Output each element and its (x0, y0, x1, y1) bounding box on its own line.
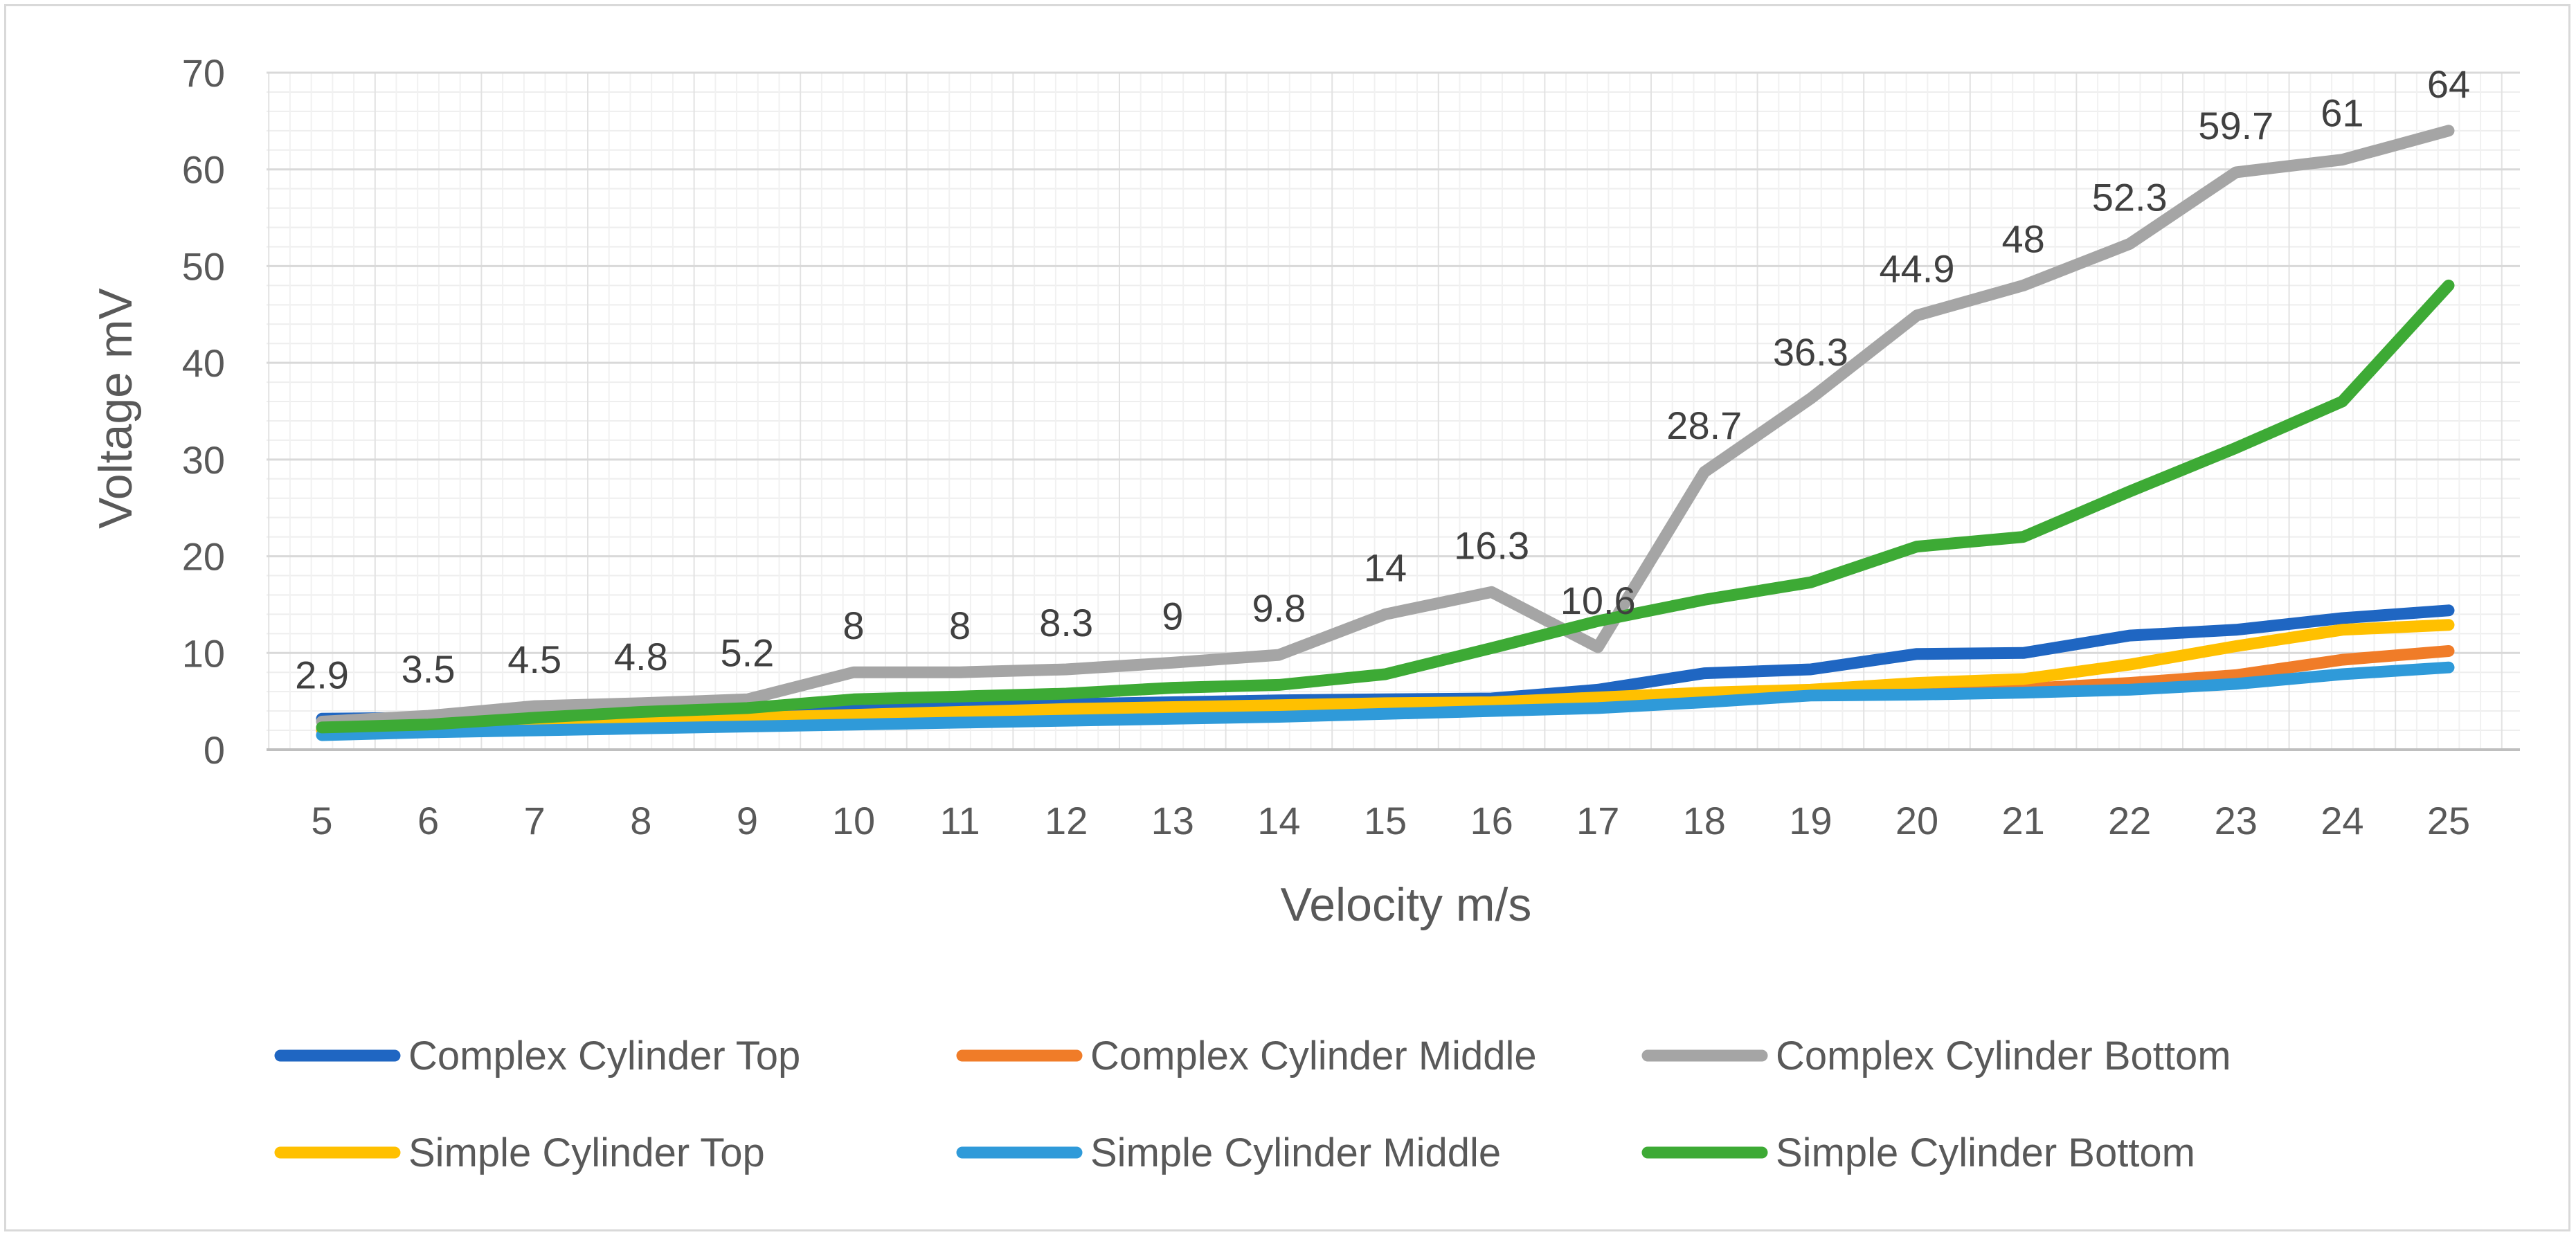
data-label: 64 (2427, 62, 2470, 106)
legend-item: Complex Cylinder Middle (956, 1033, 1537, 1078)
x-tick-label: 19 (1789, 799, 1832, 842)
x-tick-label: 17 (1576, 799, 1619, 842)
data-label: 5.2 (720, 631, 774, 674)
legend-label: Complex Cylinder Top (408, 1033, 800, 1078)
data-label: 2.9 (295, 653, 349, 696)
x-tick-label: 12 (1045, 799, 1088, 842)
data-label: 44.9 (1880, 247, 1955, 291)
y-tick-label: 30 (182, 438, 225, 482)
data-label: 36.3 (1773, 330, 1848, 374)
x-tick-label: 14 (1257, 799, 1300, 842)
x-tick-label: 16 (1470, 799, 1513, 842)
data-label: 10.6 (1560, 579, 1636, 622)
y-tick-label: 40 (182, 341, 225, 385)
x-tick-label: 7 (524, 799, 546, 842)
x-tick-label: 6 (417, 799, 439, 842)
data-label: 9.8 (1252, 586, 1306, 630)
y-axis-title: Voltage mV (89, 287, 142, 528)
series-line-simple-cylinder-top (316, 619, 2455, 736)
data-label: 52.3 (2092, 175, 2168, 219)
data-label: 8 (949, 604, 971, 647)
x-tick-label: 10 (832, 799, 875, 842)
series-line-simple-cylinder-middle (316, 661, 2455, 741)
gridlines (267, 71, 2520, 751)
legend-item: Complex Cylinder Bottom (1641, 1033, 2231, 1078)
x-tick-label: 22 (2108, 799, 2151, 842)
data-labels: 2.9 3.5 4.5 4.8 5.2 8 8 8.3 9 9.8 14 16.3 10.6 28.7 36… (295, 62, 2470, 697)
legend: Complex Cylinder Top Complex Cylinder Mid… (274, 1033, 2231, 1175)
data-label: 59.7 (2198, 104, 2273, 147)
y-tick-label: 50 (182, 244, 225, 288)
y-axis-ticks: 0 10 20 30 40 50 60 70 (182, 51, 225, 772)
legend-item: Simple Cylinder Top (274, 1130, 765, 1175)
data-label: 28.7 (1666, 404, 1742, 447)
legend-item: Simple Cylinder Bottom (1641, 1130, 2195, 1175)
legend-label: Complex Cylinder Bottom (1776, 1033, 2231, 1078)
legend-label: Simple Cylinder Top (408, 1130, 765, 1175)
x-tick-label: 11 (940, 799, 980, 842)
x-tick-label: 25 (2427, 799, 2470, 842)
x-tick-label: 24 (2321, 799, 2363, 842)
legend-label: Complex Cylinder Middle (1090, 1033, 1537, 1078)
data-label: 8.3 (1039, 601, 1093, 644)
x-tick-label: 9 (737, 799, 758, 842)
y-tick-label: 10 (182, 631, 225, 675)
x-tick-label: 15 (1364, 799, 1407, 842)
legend-label: Simple Cylinder Middle (1090, 1130, 1501, 1175)
x-tick-label: 23 (2215, 799, 2258, 842)
legend-item: Complex Cylinder Top (274, 1033, 800, 1078)
legend-item: Simple Cylinder Middle (956, 1130, 1501, 1175)
y-tick-label: 0 (204, 728, 225, 772)
x-axis-ticks: 5 6 7 8 9 10 11 12 13 14 15 16 17 18 19 20 21 22 23 24 25 (311, 799, 2470, 842)
data-label: 4.8 (614, 635, 668, 678)
data-label: 4.5 (507, 638, 561, 681)
data-label: 61 (2321, 91, 2363, 135)
data-label: 48 (2001, 217, 2044, 260)
x-axis-title: Velocity m/s (1281, 878, 1532, 931)
data-label: 3.5 (402, 647, 456, 691)
x-tick-label: 13 (1151, 799, 1194, 842)
y-tick-label: 70 (182, 51, 225, 95)
data-label: 9 (1162, 594, 1183, 638)
y-tick-label: 60 (182, 148, 225, 192)
x-tick-label: 21 (2001, 799, 2044, 842)
data-label: 14 (1364, 545, 1407, 589)
x-tick-label: 8 (630, 799, 651, 842)
x-tick-label: 20 (1895, 799, 1938, 842)
series-line-simple-cylinder-bottom (316, 279, 2455, 734)
series-line-complex-cylinder-bottom (316, 125, 2455, 728)
data-label: 16.3 (1454, 523, 1529, 567)
x-tick-label: 18 (1683, 799, 1726, 842)
legend-label: Simple Cylinder Bottom (1776, 1130, 2195, 1175)
series-lines (316, 125, 2455, 741)
x-tick-label: 5 (311, 799, 332, 842)
data-label: 8 (843, 604, 864, 647)
y-tick-label: 20 (182, 535, 225, 579)
